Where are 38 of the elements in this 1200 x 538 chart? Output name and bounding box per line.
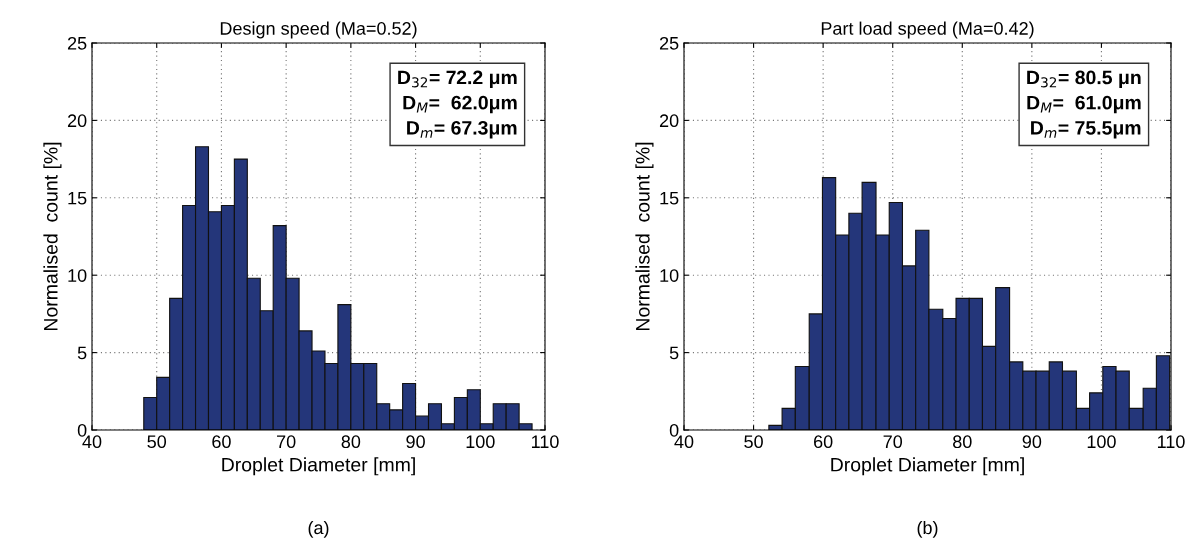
y-tick-label: 20 — [67, 114, 87, 128]
y-tick-label: 10 — [660, 269, 679, 282]
x-tick-label: 110 — [1157, 435, 1185, 449]
y-tick-label: 25 — [659, 36, 679, 50]
x-tick-label: 100 — [1087, 435, 1116, 449]
x-tick-label: 70 — [277, 435, 296, 449]
x-tick-label: 90 — [1022, 435, 1042, 449]
x-tick-label: 80 — [341, 435, 361, 449]
chart-title: Part load speed (Ma=0.42) — [821, 21, 1034, 39]
text: D$_{32}$= 72.2 μm D$_{M}$= 62.0μm D$_{m}$= 67.3μm — [398, 70, 517, 139]
x-tick-label: 70 — [883, 435, 903, 449]
y-tick-label: 25 — [67, 36, 87, 50]
x-tick-label: 40 — [674, 435, 694, 449]
y-axis-title: Normalised count [%] — [43, 142, 62, 330]
y-tick-label: 15 — [68, 191, 87, 205]
x-tick-label: 50 — [147, 435, 167, 449]
x-tick-label: 40 — [82, 435, 102, 449]
y-tick-label: 0 — [669, 423, 679, 437]
x-tick-label: 100 — [466, 435, 495, 449]
y-tick-label: 5 — [77, 346, 87, 360]
x-tick-label: 80 — [953, 435, 972, 449]
y-tick-label: 20 — [659, 114, 679, 128]
y-tick-label: 5 — [669, 346, 679, 360]
x-tick-label: 60 — [212, 435, 231, 449]
y-tick-label: 15 — [660, 191, 679, 205]
x-axis-title: Droplet Diameter [mm] — [831, 457, 1024, 476]
text: D$_{32}$= 80.5 μn D$_{M}$= 61.0μm D$_{m}$= 75.5μm — [1027, 70, 1141, 139]
y-tick-label: 10 — [68, 269, 87, 282]
x-tick-label: 90 — [406, 435, 425, 449]
y-axis-title: Normalised count [%] — [635, 142, 654, 330]
x-tick-label: 110 — [531, 435, 559, 449]
x-tick-label: 50 — [744, 435, 763, 449]
text: (b) — [917, 520, 938, 538]
x-tick-label: 60 — [814, 435, 833, 449]
text: (a) — [308, 520, 329, 538]
chart-title: Design speed (Ma=0.52) — [220, 21, 417, 39]
y-tick-label: 0 — [77, 423, 87, 437]
x-axis-title: Droplet Diameter [mm] — [222, 457, 415, 476]
